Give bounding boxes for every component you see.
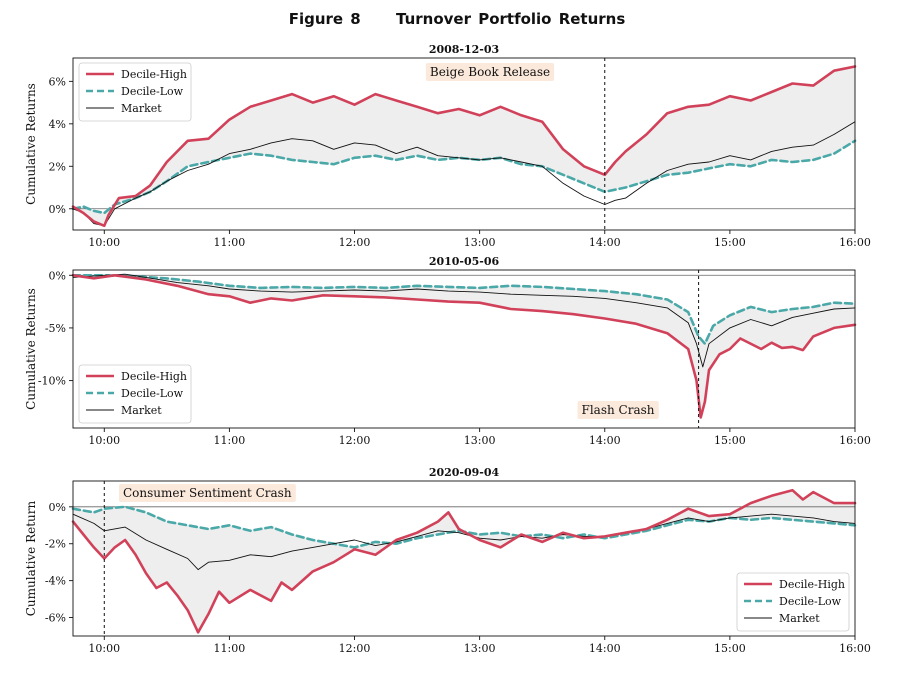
- figure-label: Figure 8: [288, 10, 361, 28]
- event-annotation-box: [577, 401, 659, 419]
- x-tick-label: 15:00: [714, 642, 746, 655]
- y-axis-label: Cumulative Returns: [24, 288, 38, 410]
- x-tick-label: 13:00: [464, 236, 496, 249]
- event-label: Beige Book Release: [430, 65, 550, 79]
- x-tick-label: 12:00: [339, 236, 371, 249]
- x-tick-label: 16:00: [839, 434, 871, 447]
- legend-label-high: Decile-High: [779, 578, 845, 591]
- legend-label-market: Market: [121, 102, 162, 115]
- x-tick-label: 10:00: [88, 642, 120, 655]
- x-tick-label: 14:00: [589, 434, 621, 447]
- legend-label-high: Decile-High: [121, 370, 187, 383]
- event-label: Flash Crash: [582, 403, 655, 417]
- x-tick-label: 13:00: [464, 434, 496, 447]
- x-tick-label: 11:00: [214, 236, 246, 249]
- y-tick-label: 0%: [49, 501, 66, 514]
- x-tick-label: 14:00: [589, 236, 621, 249]
- figure-title-text: Turnover Portfolio Returns: [395, 10, 626, 28]
- y-tick-label: 6%: [49, 75, 66, 88]
- x-tick-label: 15:00: [714, 236, 746, 249]
- legend-label-low: Decile-Low: [121, 387, 184, 400]
- y-tick-label: 0%: [49, 269, 66, 282]
- x-tick-label: 16:00: [839, 642, 871, 655]
- series-line-market: [72, 121, 856, 227]
- y-tick-label: 2%: [49, 160, 66, 173]
- panel-1: 2008-12-03 Cumulative Returns 0% 2% 4% 6% 10:0…: [24, 43, 871, 249]
- spread-band: [73, 275, 855, 413]
- axes-frame: [72, 480, 856, 637]
- x-tick-label: 15:00: [714, 434, 746, 447]
- spread-band: [73, 66, 855, 225]
- event-annotation: Flash Crash: [577, 401, 659, 419]
- legend-label-low: Decile-Low: [121, 85, 184, 98]
- series-line-high: [71, 274, 857, 419]
- y-tick-label: -4%: [45, 575, 66, 588]
- series-line-low: [71, 139, 857, 215]
- legend-box: [736, 572, 850, 632]
- event-label: Consumer Sentiment Crash: [123, 486, 292, 500]
- x-tick-label: 10:00: [88, 434, 120, 447]
- series-line-low: [71, 274, 857, 345]
- y-tick-label: 4%: [49, 118, 66, 131]
- y-tick-label: -2%: [45, 538, 66, 551]
- y-tick-label: -5%: [45, 322, 66, 335]
- y-axis-label: Cumulative Returns: [24, 83, 38, 205]
- x-tick-label: 11:00: [214, 434, 246, 447]
- x-tick-label: 11:00: [214, 642, 246, 655]
- x-tick-label: 10:00: [88, 236, 120, 249]
- legend-label-high: Decile-High: [121, 68, 187, 81]
- y-tick-label: -6%: [45, 612, 66, 625]
- series-line-market: [72, 513, 856, 571]
- x-tick-label: 12:00: [339, 642, 371, 655]
- axes-frame: [72, 269, 856, 429]
- x-tick-label: 12:00: [339, 434, 371, 447]
- y-tick-label: -10%: [38, 375, 66, 388]
- y-tick-label: 0%: [49, 203, 66, 216]
- event-annotation: Beige Book Release: [425, 63, 555, 81]
- legend-label-market: Market: [121, 404, 162, 417]
- x-tick-label: 14:00: [589, 642, 621, 655]
- legend-label-market: Market: [779, 612, 820, 625]
- x-tick-label: 16:00: [839, 236, 871, 249]
- legend-box: [78, 62, 192, 122]
- legend: Decile-High Decile-Low Market: [78, 62, 192, 122]
- figure-title: Figure 8 Turnover Portfolio Returns: [0, 10, 914, 28]
- legend-label-low: Decile-Low: [779, 595, 842, 608]
- panel-title: 2020-09-04: [429, 466, 500, 479]
- panel-3: 2020-09-04 Cumulative Return 0% -2% -4% -6% 10…: [24, 466, 871, 655]
- legend-box: [78, 364, 192, 424]
- series-line-high: [71, 65, 857, 228]
- event-annotation-box: [119, 484, 296, 502]
- x-tick-label: 13:00: [464, 642, 496, 655]
- legend: Decile-High Decile-Low Market: [736, 572, 850, 632]
- panel-title: 2010-05-06: [429, 255, 500, 268]
- series-line-high: [71, 488, 857, 634]
- legend: Decile-High Decile-Low Market: [78, 364, 192, 424]
- series-line-market: [72, 273, 856, 368]
- event-annotation: Consumer Sentiment Crash: [119, 484, 296, 502]
- y-axis-label: Cumulative Return: [24, 500, 38, 616]
- panel-2: 2010-05-06 Cumulative Returns 0% -5% -10% 10:…: [24, 255, 871, 447]
- event-annotation-box: [425, 63, 555, 81]
- panel-title: 2008-12-03: [429, 43, 499, 56]
- axes-frame: [72, 57, 856, 231]
